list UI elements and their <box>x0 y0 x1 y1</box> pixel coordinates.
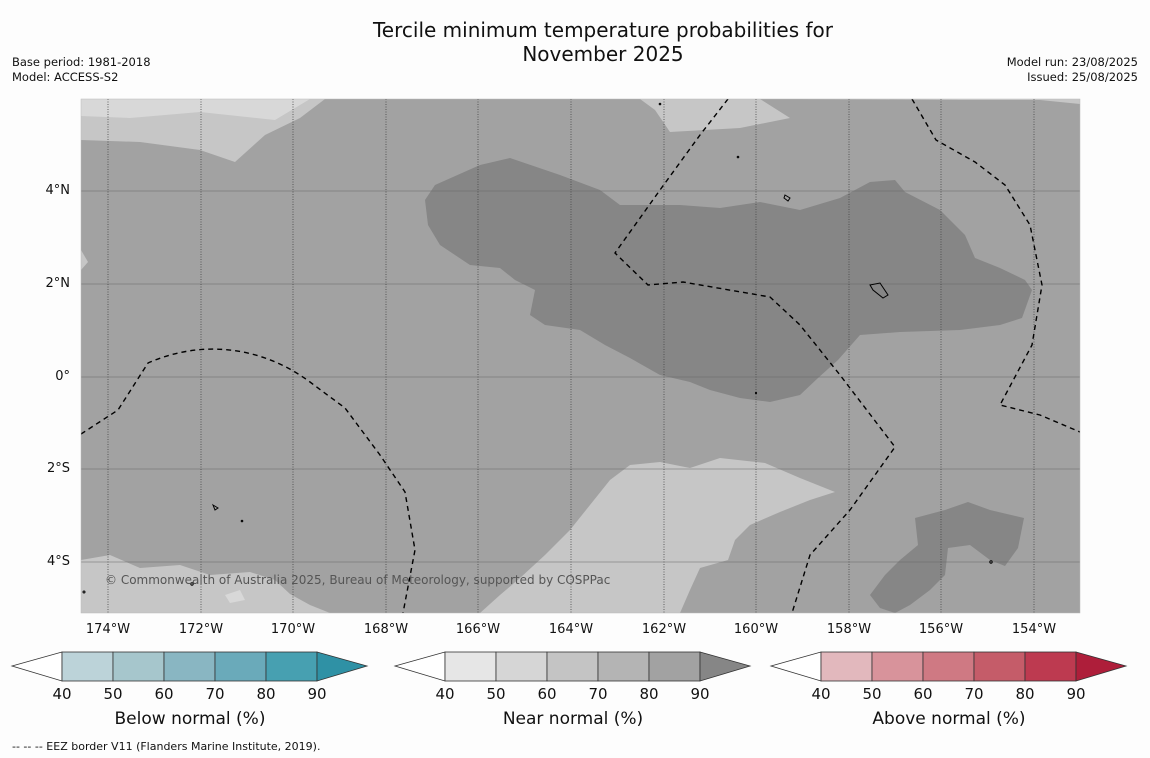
title-line-1: Tercile minimum temperature probabilitie… <box>372 18 834 42</box>
meta-right: Model run: 23/08/2025 Issued: 25/08/2025 <box>1007 55 1138 85</box>
colorbar-tick: 40 <box>52 685 72 703</box>
region-bottom-right-70-80 <box>870 502 1024 613</box>
lon-label-168w: 168°W <box>363 622 409 637</box>
lat-label-2s: 2°S <box>46 461 70 476</box>
region-center-70-80 <box>425 158 1032 402</box>
colorbar-near-seg <box>546 651 599 682</box>
island <box>736 155 740 159</box>
eez-border-left <box>81 348 416 613</box>
lon-label-164w: 164°W <box>548 622 594 637</box>
colorbar-tick: 70 <box>964 685 984 703</box>
region-top-right-50-60 <box>800 99 1080 104</box>
colorbar-below-seg <box>61 651 114 682</box>
issued-date: Issued: 25/08/2025 <box>1027 70 1138 84</box>
map-frame <box>80 98 1081 614</box>
colorbar-near-arrow-left <box>393 651 446 682</box>
island <box>211 503 219 511</box>
lon-label-156w: 156°W <box>918 622 964 637</box>
colorbar-near-normal <box>393 651 752 682</box>
colorbar-below-normal <box>10 651 369 682</box>
colorbar-above-seg <box>871 651 924 682</box>
region-bottom-50-60 <box>480 458 835 613</box>
lat-label-2n: 2°N <box>45 276 71 291</box>
colorbar-near-seg <box>495 651 548 682</box>
lat-label-4n: 4°N <box>45 183 71 198</box>
colorbar-below-seg <box>265 651 318 682</box>
colorbar-tick: 90 <box>307 685 327 703</box>
colorbar-below-seg <box>112 651 165 682</box>
graticule <box>81 190 1080 563</box>
colorbar-tick: 50 <box>486 685 506 703</box>
probability-map <box>80 98 1081 614</box>
colorbar-above-seg <box>973 651 1026 682</box>
colorbar-tick: 60 <box>913 685 933 703</box>
colorbar-tick: 90 <box>690 685 710 703</box>
colorbar-near-arrow-right <box>699 651 752 682</box>
lon-label-160w: 160°W <box>733 622 779 637</box>
colorbar-near-seg <box>597 651 650 682</box>
colorbar-tick: 80 <box>639 685 659 703</box>
colorbar-above-seg <box>1024 651 1077 682</box>
island <box>190 582 194 586</box>
lat-label-0: 0° <box>55 369 70 384</box>
lon-label-162w: 162°W <box>641 622 687 637</box>
base-period: Base period: 1981-2018 <box>12 55 151 69</box>
eez-footnote: -- -- -- EEZ border V11 (Flanders Marine… <box>12 740 321 753</box>
island <box>82 590 86 594</box>
colorbar-below-seg <box>214 651 267 682</box>
island <box>240 519 244 523</box>
eez-border-center <box>614 99 896 613</box>
colorbar-above-seg <box>820 651 873 682</box>
region-bottom-left-50-60 <box>81 555 330 613</box>
colorbar-tick: 60 <box>537 685 557 703</box>
colorbar-below-arrow-left <box>10 651 63 682</box>
colorbar-above-normal <box>769 651 1128 682</box>
islands <box>82 102 993 594</box>
island <box>658 102 662 106</box>
title-line-2: November 2025 <box>522 42 684 66</box>
colorbar-tick: 40 <box>811 685 831 703</box>
meridians <box>107 99 1035 613</box>
lon-label-172w: 172°W <box>178 622 224 637</box>
colorbar-near-seg <box>648 651 701 682</box>
colorbar-near-seg <box>444 651 497 682</box>
colorbar-above-arrow-left <box>769 651 822 682</box>
colorbar-tick: 70 <box>205 685 225 703</box>
eez-border-right <box>911 99 1080 433</box>
region-top-light <box>81 99 310 120</box>
colorbar-above-arrow-right <box>1075 651 1128 682</box>
colorbar-above-seg <box>922 651 975 682</box>
colorbar-tick: 80 <box>1015 685 1035 703</box>
lon-label-174w: 174°W <box>85 622 131 637</box>
colorbar-tick: 50 <box>103 685 123 703</box>
colorbar-below-seg <box>163 651 216 682</box>
colorbar-tick: 50 <box>862 685 882 703</box>
region-left-edge-light <box>81 250 88 270</box>
colorbar-below-title: Below normal (%) <box>114 709 266 729</box>
colorbar-tick: 70 <box>588 685 608 703</box>
model-run: Model run: 23/08/2025 <box>1006 55 1138 69</box>
region-bottom-left-light <box>225 590 245 603</box>
chart-title: Tercile minimum temperature probabilitie… <box>300 18 906 66</box>
model-name: Model: ACCESS-S2 <box>12 70 119 84</box>
lat-label-4s: 4°S <box>46 554 70 569</box>
lon-label-154w: 154°W <box>1011 622 1057 637</box>
island <box>783 194 791 202</box>
colorbar-tick: 80 <box>256 685 276 703</box>
colorbar-near-title: Near normal (%) <box>502 709 644 729</box>
colorbar-tick: 90 <box>1066 685 1086 703</box>
eez-borders <box>81 99 1080 613</box>
colorbar-tick: 40 <box>435 685 455 703</box>
island <box>989 560 993 564</box>
lon-label-166w: 166°W <box>455 622 501 637</box>
lon-label-158w: 158°W <box>826 622 872 637</box>
colorbar-tick: 60 <box>154 685 174 703</box>
island <box>754 391 758 395</box>
meta-left: Base period: 1981-2018 Model: ACCESS-S2 <box>12 55 151 85</box>
colorbar-below-arrow-right <box>316 651 369 682</box>
colorbar-above-title: Above normal (%) <box>872 709 1026 729</box>
island <box>869 282 889 299</box>
lon-label-170w: 170°W <box>270 622 316 637</box>
copyright-notice: © Commonwealth of Australia 2025, Bureau… <box>105 573 611 587</box>
